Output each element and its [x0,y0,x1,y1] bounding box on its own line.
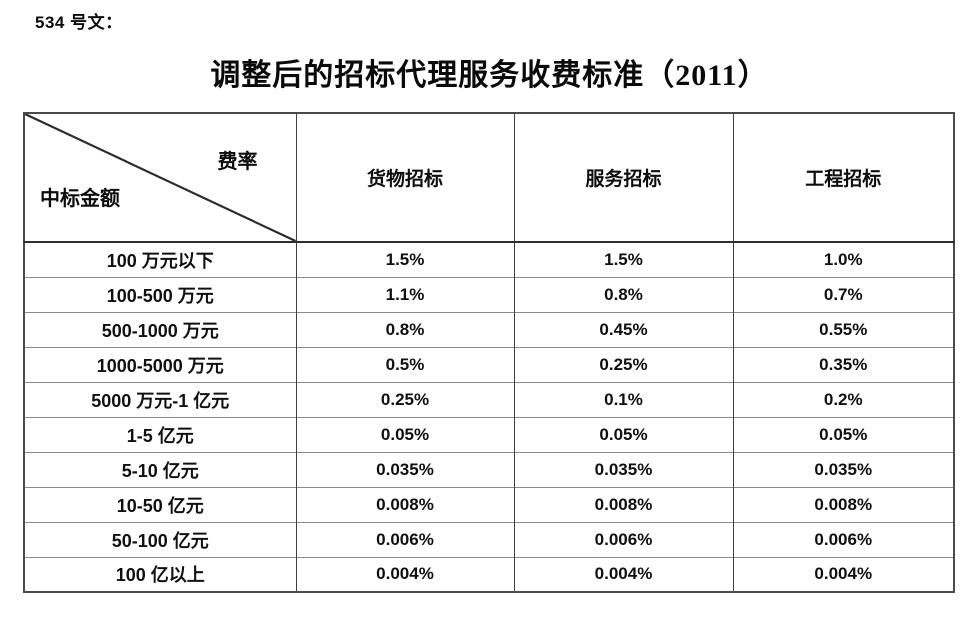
diagonal-line [25,114,296,241]
row-label: 500-1000 万元 [24,311,296,347]
row-label: 1-5 亿元 [24,416,296,452]
rate-cell: 0.8% [513,276,733,312]
rate-cell: 0.004% [295,556,514,592]
rate-cell: 0.008% [732,486,954,522]
table-row: 100-500 万元 1.1% 0.8% 0.7% [24,276,954,312]
table-row: 500-1000 万元 0.8% 0.45% 0.55% [24,311,954,347]
table-row: 5000 万元-1 亿元 0.25% 0.1% 0.2% [24,381,954,417]
rate-cell: 1.5% [513,242,733,277]
rate-cell: 0.25% [513,346,733,382]
document-reference: 534 号文： [35,13,123,32]
rate-cell: 0.006% [295,521,514,557]
diagonal-header-cell: 费率 中标金额 [24,113,296,243]
rate-cell: 0.05% [732,416,954,452]
rate-cell: 0.2% [732,381,954,417]
row-label: 100 亿以上 [24,556,296,592]
table-row: 50-100 亿元 0.006% 0.006% 0.006% [24,521,954,557]
rate-cell: 0.008% [295,486,514,522]
table-row: 100 亿以上 0.004% 0.004% 0.004% [24,556,954,592]
rate-cell: 0.035% [513,451,733,487]
row-label: 50-100 亿元 [24,521,296,557]
rate-cell: 1.0% [732,242,954,277]
column-header-services: 服务招标 [513,113,733,243]
rate-cell: 0.1% [513,381,733,417]
rate-cell: 0.006% [732,521,954,557]
fee-standard-table: 费率 中标金额 货物招标 服务招标 工程招标 100 万元以下 1.5% 1.5… [23,112,955,593]
corner-label-rate: 费率 [217,151,258,173]
table-row: 100 万元以下 1.5% 1.5% 1.0% [24,242,954,277]
rate-cell: 1.5% [295,242,514,277]
row-label: 100-500 万元 [24,276,296,312]
rate-cell: 0.7% [732,276,954,312]
table-row: 5-10 亿元 0.035% 0.035% 0.035% [24,451,954,487]
rate-cell: 0.035% [295,451,514,487]
rate-cell: 0.008% [513,486,733,522]
rate-cell: 0.05% [295,416,514,452]
page-title: 调整后的招标代理服务收费标准（2011） [210,59,769,92]
column-header-goods: 货物招标 [295,113,514,243]
row-label: 1000-5000 万元 [24,346,296,382]
corner-label-amount: 中标金额 [40,188,120,210]
rate-cell: 1.1% [295,276,514,312]
row-label: 5-10 亿元 [24,451,296,487]
rate-cell: 0.25% [295,381,514,417]
table-row: 1-5 亿元 0.05% 0.05% 0.05% [24,416,954,452]
row-label: 100 万元以下 [106,250,214,271]
rate-cell: 0.004% [513,556,733,592]
rate-cell: 0.05% [513,416,733,452]
row-label: 10-50 亿元 [24,486,296,522]
rate-cell: 0.004% [732,556,954,592]
table-header-row: 费率 中标金额 货物招标 服务招标 工程招标 [24,113,954,243]
rate-cell: 0.55% [732,311,954,347]
rate-cell: 0.006% [513,521,733,557]
rate-cell: 0.35% [732,346,954,382]
rate-cell: 0.8% [295,311,514,347]
rate-cell: 0.45% [513,311,733,347]
column-header-engineering: 工程招标 [732,113,954,243]
row-label: 5000 万元-1 亿元 [24,381,296,417]
table-row: 10-50 亿元 0.008% 0.008% 0.008% [24,486,954,522]
table-row: 1000-5000 万元 0.5% 0.25% 0.35% [24,346,954,382]
rate-cell: 0.035% [732,451,954,487]
rate-cell: 0.5% [295,346,514,382]
